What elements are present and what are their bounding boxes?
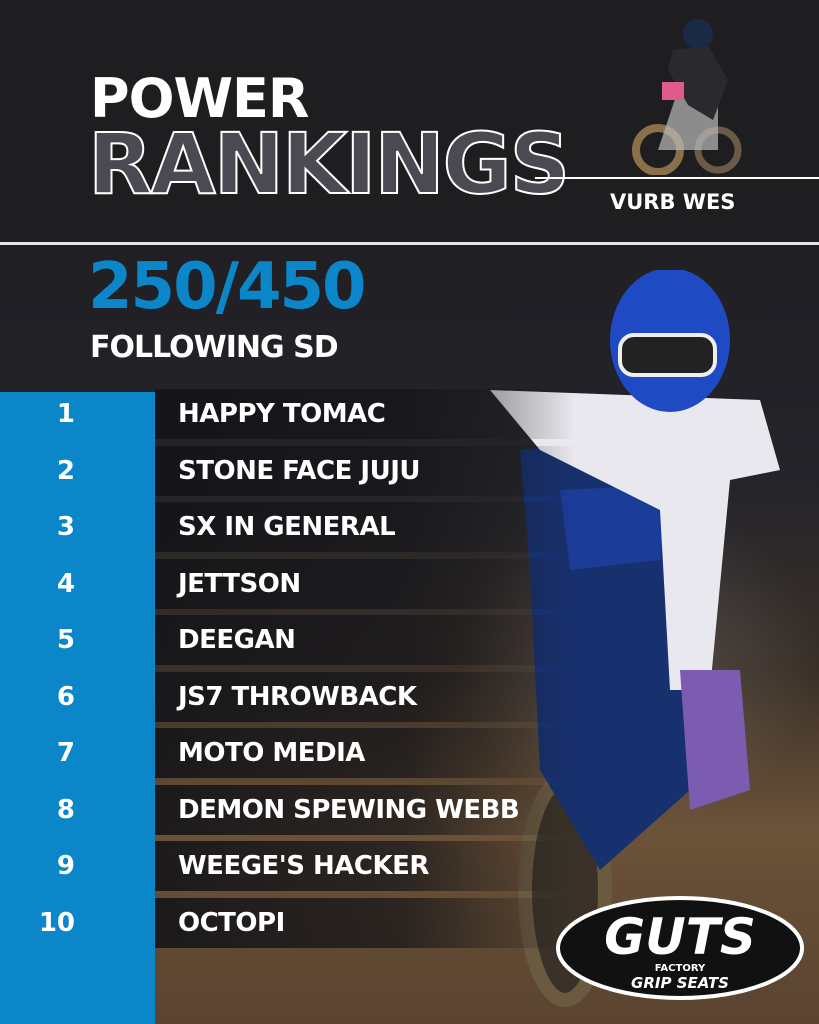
rank-name: JS7 THROWBACK	[178, 682, 417, 712]
ranking-row-4: 4 JETTSON	[0, 559, 819, 609]
title-power: POWER	[90, 67, 310, 130]
rank-name: WEEGE'S HACKER	[178, 851, 429, 881]
rank-number: 10	[38, 908, 75, 938]
rank-number: 8	[56, 795, 75, 825]
title-rankings: RANKINGS	[87, 115, 571, 213]
logo-main-text: GUTS	[604, 908, 756, 966]
ranking-row-1: 1 HAPPY TOMAC	[0, 389, 819, 439]
ranking-row-9: 9 WEEGE'S HACKER	[0, 841, 819, 891]
author-name: VURB WES	[610, 190, 736, 214]
rank-number: 2	[56, 456, 75, 486]
rank-name: OCTOPI	[178, 908, 285, 938]
row-band	[155, 615, 575, 665]
row-band	[155, 785, 575, 835]
row-band	[155, 559, 575, 609]
header-divider	[0, 242, 819, 245]
subtitle: FOLLOWING SD	[90, 330, 339, 365]
row-band	[155, 672, 575, 722]
row-band	[155, 728, 575, 778]
rank-number: 3	[56, 512, 75, 542]
ranking-row-10: 10 OCTOPI	[0, 898, 819, 948]
rank-name: HAPPY TOMAC	[178, 399, 386, 429]
title-underline	[535, 177, 819, 179]
row-band	[155, 389, 575, 439]
ranking-row-6: 6 JS7 THROWBACK	[0, 672, 819, 722]
rank-number: 9	[56, 851, 75, 881]
row-band	[155, 841, 575, 891]
rank-column	[0, 392, 155, 1024]
ranking-row-7: 7 MOTO MEDIA	[0, 728, 819, 778]
logo-factory-text: FACTORY	[655, 963, 706, 974]
ranking-row-5: 5 DEEGAN	[0, 615, 819, 665]
row-band	[155, 898, 575, 948]
rank-number: 1	[56, 399, 75, 429]
rank-number: 6	[56, 682, 75, 712]
row-band	[155, 502, 575, 552]
rider-photo-small	[632, 19, 742, 175]
rank-number: 5	[56, 625, 75, 655]
logo-grip-seats-text: GRIP SEATS	[631, 974, 729, 992]
guts-logo: GUTS FACTORY GRIP SEATS	[556, 896, 804, 1000]
ranking-row-2: 2 STONE FACE JUJU	[0, 446, 819, 496]
rank-name: JETTSON	[178, 569, 301, 599]
ranking-row-8: 8 DEMON SPEWING WEBB	[0, 785, 819, 835]
rank-name: MOTO MEDIA	[178, 738, 365, 768]
ranking-row-3: 3 SX IN GENERAL	[0, 502, 819, 552]
rank-name: SX IN GENERAL	[178, 512, 396, 542]
rank-name: DEEGAN	[178, 625, 296, 655]
rank-number: 4	[56, 569, 75, 599]
rank-name: DEMON SPEWING WEBB	[178, 795, 520, 825]
row-band	[155, 446, 575, 496]
rank-name: STONE FACE JUJU	[178, 456, 421, 486]
rank-number: 7	[56, 738, 75, 768]
class-label: 250/450	[88, 250, 367, 324]
